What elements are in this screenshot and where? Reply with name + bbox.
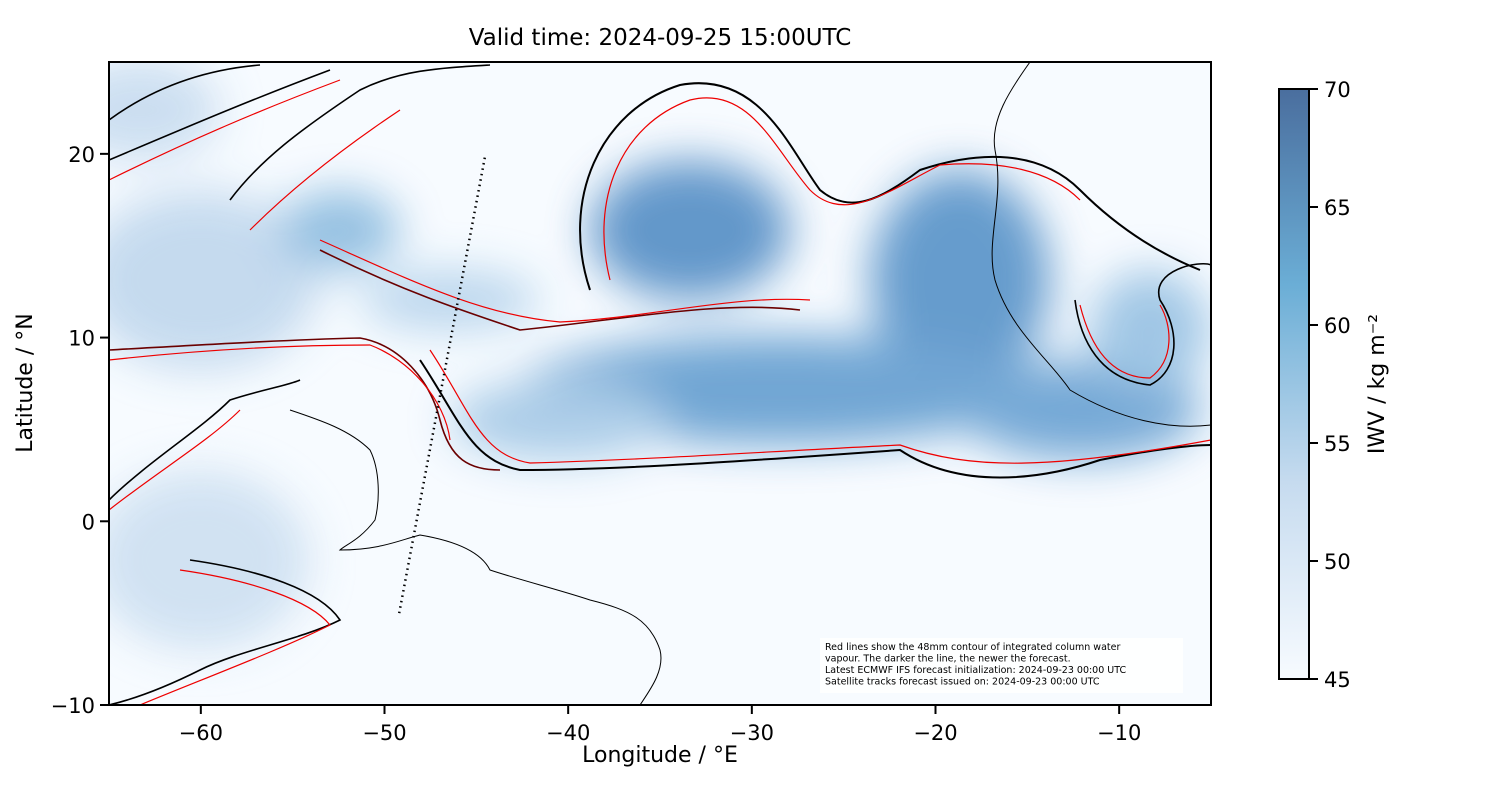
x-axis-label: Longitude / °E — [582, 743, 738, 768]
annotation-line: vapour. The darker the line, the newer t… — [825, 654, 1071, 665]
x-tick-label: −50 — [362, 721, 406, 745]
colorbar-tick-label: 50 — [1324, 550, 1351, 574]
satellite-track — [397, 153, 487, 614]
x-tick-label: −40 — [546, 721, 590, 745]
coastline — [991, 62, 1211, 427]
contour — [319, 249, 801, 331]
annotation-line: Latest ECMWF IFS forecast initialization… — [825, 665, 1126, 676]
colorbar-tick-label: 55 — [1324, 432, 1351, 456]
colorbar-tick-label: 70 — [1324, 78, 1351, 102]
colorbar-tick-label: 45 — [1324, 668, 1351, 692]
contour — [1079, 304, 1170, 379]
y-tick-label: 0 — [82, 510, 95, 534]
annotation-line: Satellite tracks forecast issued on: 202… — [825, 677, 1100, 688]
chart-title: Valid time: 2024-09-25 15:00UTC — [469, 25, 852, 51]
y-tick-label: −10 — [51, 694, 95, 718]
contour — [109, 337, 501, 471]
x-tick-label: −20 — [913, 721, 957, 745]
coastline — [289, 62, 1211, 705]
annotation-box — [820, 638, 1183, 693]
colorbar — [1278, 88, 1310, 680]
colorbar-label: IWV / kg m⁻² — [1365, 314, 1390, 454]
annotation: Red lines show the 48mm contour of integ… — [825, 642, 1126, 688]
contour — [109, 344, 451, 441]
x-tick-label: −60 — [179, 721, 223, 745]
x-tick-label: −10 — [1097, 721, 1141, 745]
colorbar-tick-label: 60 — [1324, 314, 1351, 338]
contour — [579, 82, 1201, 291]
contour — [109, 379, 342, 705]
x-tick-label: −30 — [730, 721, 774, 745]
colorbar-tick-label: 65 — [1324, 196, 1351, 220]
contour — [319, 239, 811, 323]
annotation-line: Red lines show the 48mm contour of integ… — [825, 642, 1120, 653]
y-tick-label: 20 — [68, 143, 95, 167]
contour — [603, 97, 1081, 281]
y-tick-label: 10 — [68, 327, 95, 351]
contour — [109, 409, 331, 705]
contour — [419, 359, 1211, 479]
plot-frame — [108, 61, 1212, 706]
contour — [1074, 263, 1211, 386]
moisture-field — [109, 62, 1210, 650]
coastline — [289, 409, 662, 705]
contour — [429, 349, 1211, 464]
contour — [109, 64, 491, 201]
contours — [109, 64, 1211, 705]
contour — [109, 79, 401, 231]
y-axis-label: Latitude / °N — [13, 313, 38, 452]
